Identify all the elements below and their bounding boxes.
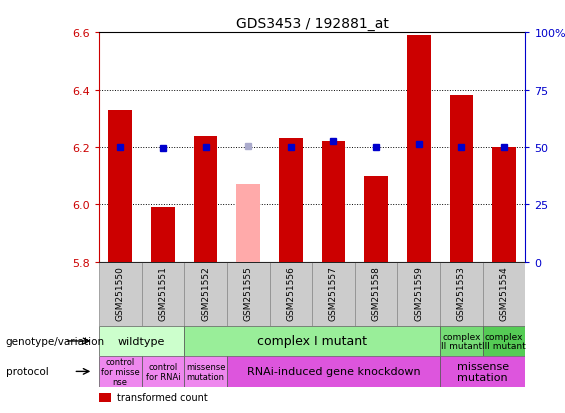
Bar [236, 185, 260, 262]
Text: transformed count: transformed count [117, 392, 208, 402]
Bar [398, 262, 440, 326]
Text: missense
mutation: missense mutation [186, 362, 225, 381]
Text: genotype/variation: genotype/variation [6, 336, 105, 346]
Bar [99, 262, 141, 326]
Bar [141, 262, 184, 326]
Bar [151, 208, 175, 262]
Bar [440, 326, 483, 356]
Bar [407, 36, 431, 262]
Text: GSM251552: GSM251552 [201, 266, 210, 320]
Bar [108, 110, 132, 262]
Bar [184, 326, 440, 356]
Bar [270, 262, 312, 326]
Bar [279, 139, 303, 262]
Bar [483, 262, 525, 326]
Bar [450, 96, 473, 262]
Bar [184, 262, 227, 326]
Text: GSM251559: GSM251559 [414, 266, 423, 320]
Bar [355, 262, 397, 326]
Bar [99, 326, 184, 356]
Bar [440, 262, 483, 326]
Title: GDS3453 / 192881_at: GDS3453 / 192881_at [236, 17, 389, 31]
Bar [194, 136, 218, 262]
Bar [483, 326, 525, 356]
Text: control
for misse
nse: control for misse nse [101, 357, 140, 386]
Text: control
for RNAi: control for RNAi [146, 362, 180, 381]
Text: complex
III mutant: complex III mutant [483, 332, 526, 351]
Text: complex I mutant: complex I mutant [257, 335, 367, 348]
Text: protocol: protocol [6, 366, 49, 377]
Bar [141, 356, 184, 387]
Bar [321, 142, 345, 262]
Bar [99, 356, 141, 387]
Bar [492, 147, 516, 262]
Text: RNAi-induced gene knockdown: RNAi-induced gene knockdown [247, 366, 420, 377]
Text: missense
mutation: missense mutation [457, 361, 509, 382]
Text: GSM251554: GSM251554 [499, 266, 508, 320]
Text: GSM251550: GSM251550 [116, 266, 125, 320]
Bar [364, 176, 388, 262]
Text: GSM251557: GSM251557 [329, 266, 338, 320]
Bar [440, 356, 525, 387]
Text: GSM251553: GSM251553 [457, 266, 466, 320]
Bar [227, 262, 270, 326]
Text: GSM251556: GSM251556 [286, 266, 295, 320]
Text: wildtype: wildtype [118, 336, 165, 346]
Bar [227, 356, 440, 387]
Text: complex
II mutant: complex II mutant [441, 332, 482, 351]
Bar [312, 262, 355, 326]
Text: percentile rank within the sample: percentile rank within the sample [117, 412, 282, 413]
Text: GSM251551: GSM251551 [158, 266, 167, 320]
Bar [184, 356, 227, 387]
Text: GSM251558: GSM251558 [372, 266, 381, 320]
Text: GSM251555: GSM251555 [244, 266, 253, 320]
